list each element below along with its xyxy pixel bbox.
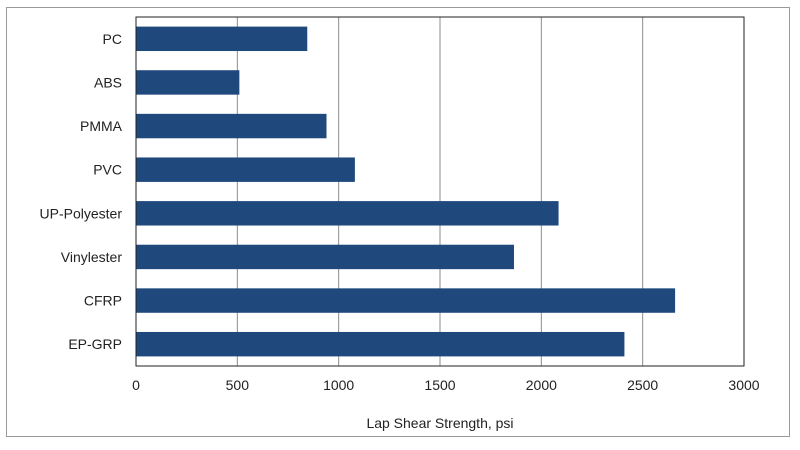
category-label-pc: PC [103, 31, 122, 47]
x-tick-label-3000: 3000 [728, 377, 759, 393]
category-label-vinylester: Vinylester [61, 249, 123, 265]
bar-cfrp [136, 288, 676, 313]
bars [136, 26, 676, 357]
bar-pmma [136, 113, 327, 139]
gridlines [236, 17, 644, 366]
plot-area-border [135, 16, 745, 367]
category-labels: PC ABS PMMA PVC UP-Polyester Vinylester CFRP EP… [40, 31, 123, 352]
bar-pc [136, 26, 308, 52]
bar-pvc [136, 157, 355, 182]
category-label-pvc: PVC [93, 162, 122, 178]
bar-abs [136, 70, 240, 95]
x-axis-title: Lap Shear Strength, psi [366, 415, 513, 431]
category-label-cfrp: CFRP [84, 293, 122, 309]
category-label-pmma: PMMA [80, 118, 123, 134]
category-label-abs: ABS [94, 74, 122, 90]
category-label-up-polyester: UP-Polyester [40, 205, 123, 221]
bar-vinylester [136, 244, 514, 270]
x-tick-label-2500: 2500 [627, 377, 658, 393]
x-tick-label-500: 500 [226, 377, 250, 393]
x-tick-label-1000: 1000 [323, 377, 354, 393]
x-tick-label-0: 0 [132, 377, 140, 393]
bar-up-polyester [136, 201, 559, 226]
category-label-ep-grp: EP-GRP [68, 336, 122, 352]
x-tick-labels: 0 500 1000 1500 2000 2500 3000 [132, 377, 760, 393]
bar-ep-grp [136, 331, 625, 357]
x-tick-label-1500: 1500 [424, 377, 455, 393]
x-tick-label-2000: 2000 [526, 377, 557, 393]
